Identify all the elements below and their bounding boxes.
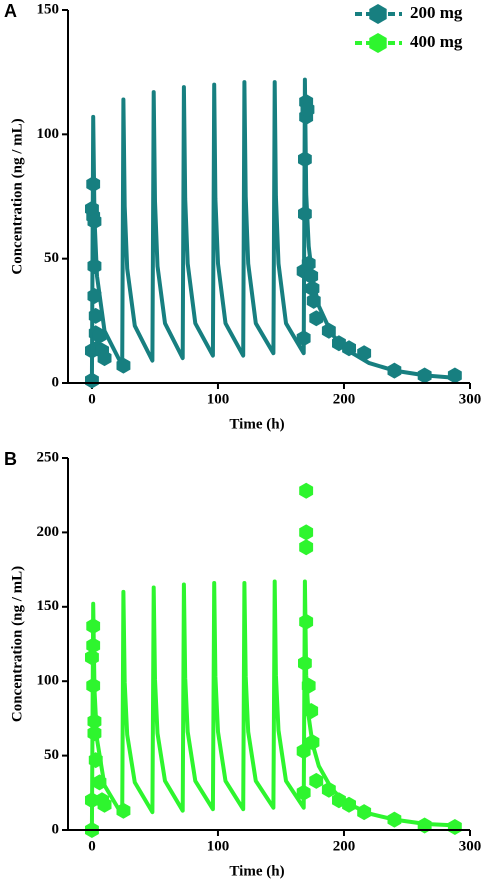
observed-point [86,677,101,694]
observed-point [387,811,402,828]
observed-point [87,213,102,230]
observed-point [301,255,316,272]
observed-point [86,176,101,193]
observed-point [298,151,312,168]
y-tick-label: 0 [52,374,60,390]
observed-point [305,280,320,297]
observed-point [321,781,336,798]
legend-marker [369,33,387,53]
observed-point [92,327,107,344]
panel-label: B [4,449,17,469]
y-tick-label: 150 [37,598,60,614]
observed-point [309,310,324,327]
y-tick-label: 50 [44,250,59,266]
observed-point [88,307,103,324]
x-tick-label: 200 [333,838,356,854]
x-tick-label: 200 [333,391,356,407]
observed-point [97,350,112,367]
observed-point [306,292,321,309]
legend-label: 200 mg [410,3,463,22]
y-axis-label: Concentration (ng / mL) [9,566,25,722]
observed-point [116,357,131,374]
observed-point [298,205,312,222]
x-tick-label: 100 [207,838,230,854]
observed-point [92,774,107,791]
x-tick-label: 100 [207,391,230,407]
observed-point [85,372,99,389]
y-tick-label: 250 [37,449,60,465]
observed-point [296,330,311,347]
y-tick-label: 0 [52,821,60,837]
y-tick-label: 200 [37,524,60,540]
panel-label: A [4,1,17,21]
observed-point [357,345,372,362]
observed-point [298,655,312,672]
observed-point [87,725,102,742]
x-tick-label: 0 [88,391,96,407]
observed-point [417,367,432,384]
observed-point [321,322,336,339]
x-tick-label: 300 [459,838,482,854]
observed-point [85,649,99,666]
y-tick-label: 150 [37,1,60,17]
observed-point [86,637,101,654]
observed-point [447,819,462,835]
x-axis-label: Time (h) [229,416,284,432]
observed-point [88,752,103,769]
observed-point [305,734,320,751]
observed-point [296,784,311,801]
observed-point [342,796,356,813]
observed-point [87,258,102,275]
x-tick-label: 300 [459,391,482,407]
legend-label: 400 mg [410,32,463,51]
model-line [89,77,458,384]
observed-point [87,713,102,730]
observed-point [301,677,316,694]
observed-point [299,524,314,541]
observed-point [309,772,324,789]
observed-point [300,101,315,118]
observed-point [87,288,102,304]
observed-point [417,817,432,834]
observed-point [299,539,314,556]
observed-point [299,613,314,630]
y-tick-label: 100 [37,126,60,142]
legend-marker [369,4,387,24]
observed-point [304,703,319,719]
observed-point [357,804,372,821]
observed-point [447,367,462,384]
observed-point [299,482,314,499]
y-axis-label: Concentration (ng / mL) [9,118,25,274]
x-tick-label: 0 [88,838,96,854]
observed-point [97,796,112,813]
x-axis-label: Time (h) [229,863,284,879]
observed-point [86,618,101,635]
y-tick-label: 100 [37,673,60,689]
y-tick-label: 50 [44,747,59,763]
observed-point [116,802,131,819]
observed-point [304,268,319,285]
observed-point [342,340,356,357]
observed-point [387,362,402,379]
model-line [89,579,458,831]
